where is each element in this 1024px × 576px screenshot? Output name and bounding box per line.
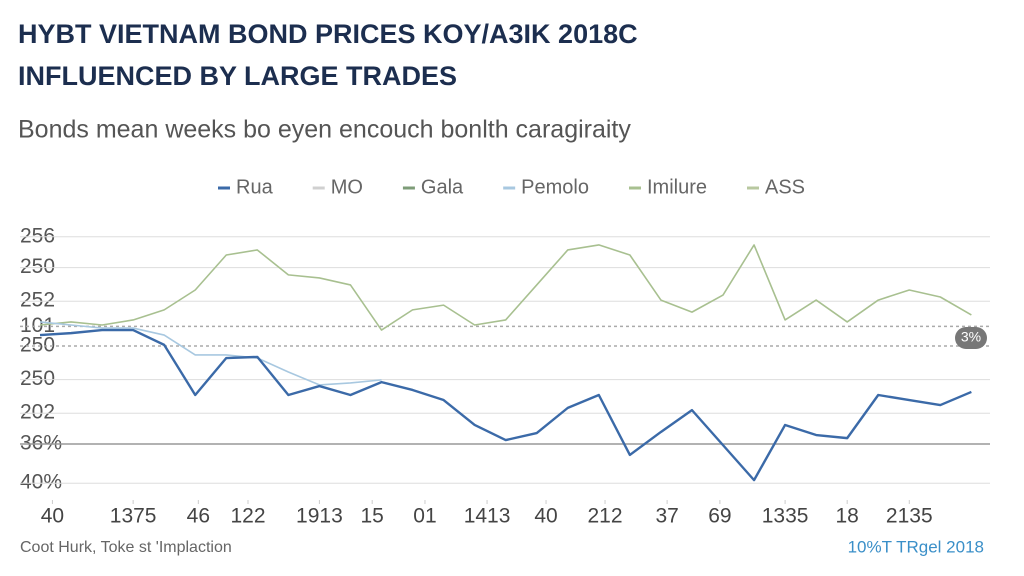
y-tick-label: 202 (20, 401, 55, 424)
y-tick-label: 40% (20, 471, 62, 494)
legend-label: Imilure (647, 176, 707, 198)
x-tick-label: 1913 (296, 505, 343, 528)
y-tick-label: 256 (20, 224, 55, 247)
x-tick-label: 212 (588, 505, 623, 528)
y-tick-label: 252 (20, 289, 55, 312)
x-tick-label: 122 (230, 505, 265, 528)
x-tick-label: 18 (836, 505, 859, 528)
y-tick-label: 250 (20, 255, 55, 278)
y-tick-label: 250 (20, 334, 55, 357)
footer-source: Coot Hurk, Toke st 'Implaction (20, 539, 232, 556)
x-tick-label: 1335 (762, 505, 809, 528)
chart-title: INFLUENCED BY LARGE TRADES (18, 61, 457, 91)
legend-label: ASS (765, 176, 805, 198)
x-tick-label: 1375 (110, 505, 157, 528)
x-tick-label: 37 (655, 505, 678, 528)
x-tick-label: 40 (41, 505, 64, 528)
chart-subtitle: Bonds mean weeks bo eyen encouch bonlth … (18, 116, 631, 144)
y-tick-label: 101 (20, 314, 55, 337)
x-tick-label: 1413 (464, 505, 511, 528)
x-tick-label: 15 (361, 505, 384, 528)
line-series (39, 244, 972, 331)
x-tick-label: 40 (534, 505, 557, 528)
legend-label: Gala (421, 176, 464, 198)
footer-date: 10%T TRgel 2018 (848, 537, 984, 556)
line-series (39, 328, 972, 482)
chart-title: HYBT VIETNAM BOND PRICES KOY/A3IK 2018C (18, 19, 638, 49)
y-tick-label: 36% (20, 432, 62, 455)
x-tick-label: 01 (413, 505, 436, 528)
x-tick-label: 2135 (886, 505, 933, 528)
x-tick-label: 69 (708, 505, 731, 528)
badge-bg (955, 327, 987, 349)
legend-label: Pemolo (521, 176, 589, 198)
badge: 3% (961, 329, 981, 345)
x-tick-label: 46 (187, 505, 210, 528)
line-series (39, 321, 382, 386)
legend-label: Rua (236, 176, 274, 198)
legend-label: MO (331, 176, 363, 198)
y-tick-label: 250 (20, 367, 55, 390)
